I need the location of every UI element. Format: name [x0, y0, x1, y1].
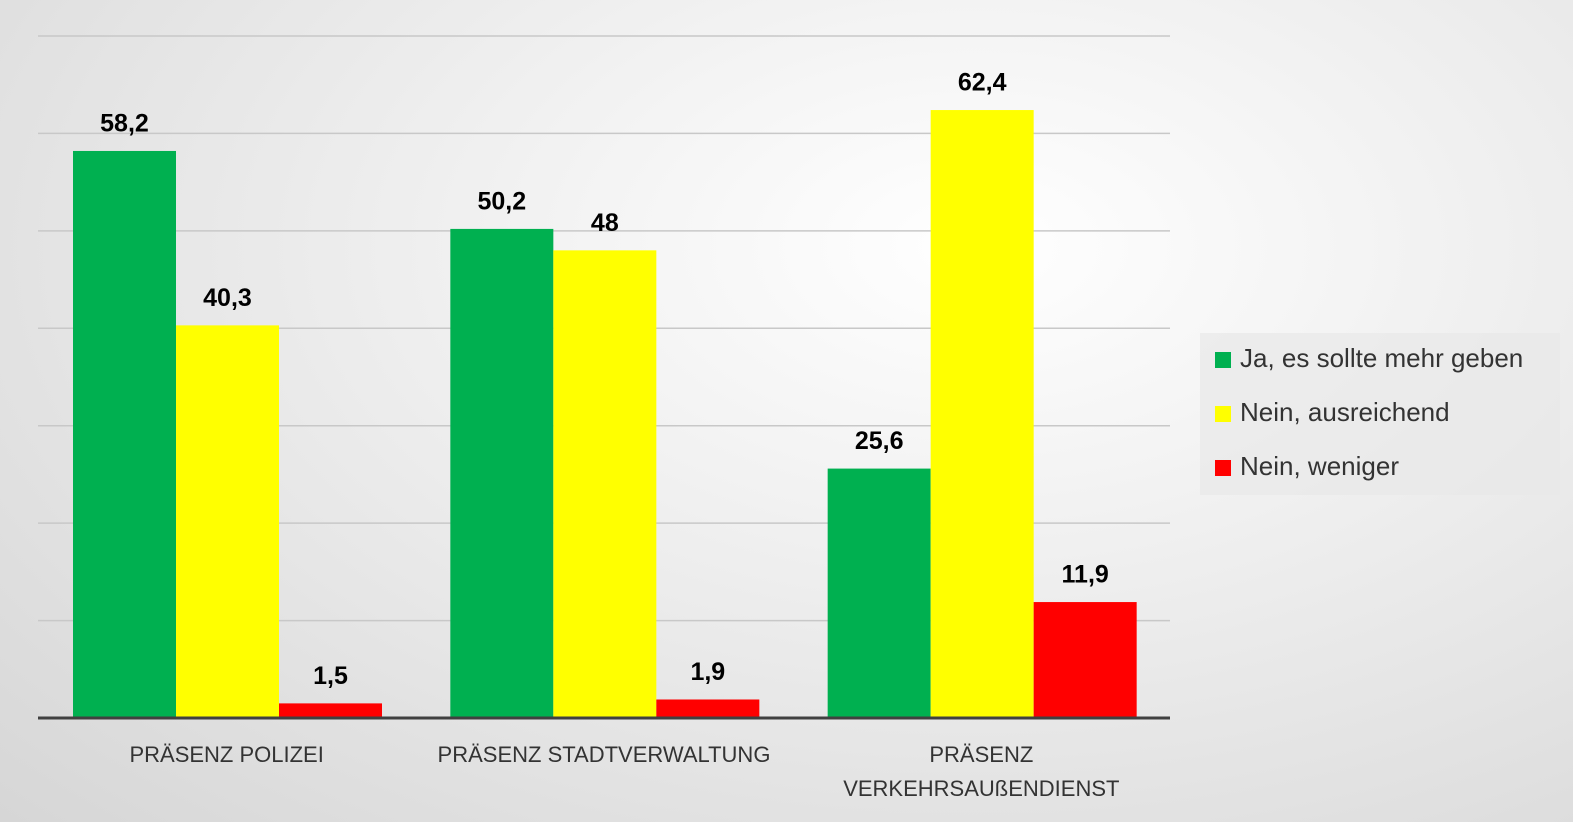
bar: [656, 699, 760, 718]
value-label: 11,9: [1062, 561, 1109, 589]
legend-swatch: [1215, 352, 1231, 368]
bar: [73, 150, 176, 719]
legend-label: Nein, ausreichend: [1240, 397, 1450, 427]
value-label: 1,9: [690, 658, 725, 686]
value-label: 48: [591, 209, 619, 237]
legend-swatch: [1215, 406, 1231, 422]
legend-label: Ja, es sollte mehr geben: [1240, 343, 1523, 373]
x-tick-label: PRÄSENZ VERKEHRSAUßENDIENST: [843, 742, 1120, 801]
bar: [279, 703, 382, 718]
legend-swatch: [1215, 460, 1231, 476]
value-label: 58,2: [100, 110, 149, 138]
legend-box: [1200, 333, 1560, 495]
legend-label: Nein, weniger: [1240, 451, 1399, 481]
bar: [1033, 602, 1137, 718]
bar: [450, 228, 554, 718]
bar: [176, 325, 279, 718]
bar: [553, 250, 657, 719]
value-label: 50,2: [477, 188, 526, 216]
x-tick-label: PRÄSENZ STADTVERWALTUNG: [437, 742, 771, 767]
value-label: 40,3: [203, 284, 252, 312]
value-label: 25,6: [855, 427, 904, 455]
bar: [827, 468, 931, 718]
x-tick-label: PRÄSENZ POLIZEI: [129, 742, 324, 767]
value-label: 1,5: [313, 662, 348, 690]
bar: [930, 110, 1034, 718]
value-label: 62,4: [958, 69, 1007, 97]
